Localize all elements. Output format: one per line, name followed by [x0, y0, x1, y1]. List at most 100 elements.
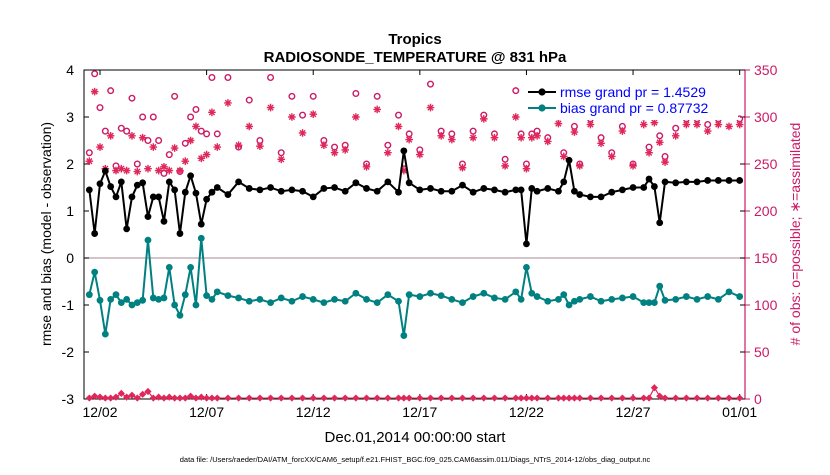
- rmse-point: [208, 188, 216, 196]
- x-tick-label: 12/27: [616, 404, 651, 420]
- rmse-point: [352, 179, 360, 187]
- obs-assimilated-point: [559, 152, 568, 161]
- legend-bias-marker: [538, 104, 546, 112]
- bias-point: [560, 291, 568, 299]
- obs-assimilated-point: [527, 133, 536, 142]
- bias-point: [512, 288, 520, 296]
- obs-rejected-point: [693, 394, 701, 402]
- rmse-point: [85, 186, 93, 194]
- bias-point: [571, 297, 578, 305]
- obs-rejected-point: [544, 394, 552, 402]
- bias-point: [256, 295, 264, 303]
- y-right-tick-label: 300: [754, 109, 778, 125]
- obs-assimilated-point: [106, 132, 115, 140]
- obs-assimilated-point: [133, 167, 142, 176]
- obs-rejected-point: [277, 394, 285, 402]
- obs-rejected-point: [522, 394, 531, 402]
- y-left-tick-label: -2: [62, 344, 75, 360]
- obs-possible-point: [213, 130, 221, 138]
- obs-rejected-point: [341, 394, 349, 402]
- bias-point: [91, 268, 99, 276]
- rmse-point: [437, 187, 445, 195]
- obs-rejected-point: [352, 394, 360, 402]
- obs-assimilated-point: [224, 99, 232, 107]
- bias-point: [704, 293, 712, 300]
- bias-point: [181, 291, 189, 299]
- obs-possible-point: [267, 74, 275, 82]
- obs-possible-point: [187, 113, 195, 121]
- obs-possible-point: [277, 149, 285, 157]
- obs-rejected-point: [554, 394, 563, 402]
- bias-point: [288, 297, 296, 305]
- bias-point: [645, 299, 653, 307]
- obs-assimilated-point: [90, 87, 99, 96]
- y-right-tick-label: 100: [754, 297, 778, 313]
- obs-assimilated-point: [703, 127, 712, 135]
- obs-assimilated-point: [288, 113, 296, 121]
- obs-assimilated-point: [122, 166, 131, 175]
- bias-point: [400, 332, 408, 339]
- rmse-point: [160, 217, 168, 225]
- obs-possible-point: [656, 132, 664, 140]
- obs-rejected-point: [234, 394, 243, 402]
- obs-assimilated-point: [277, 155, 286, 164]
- obs-possible-point: [384, 141, 392, 149]
- bias-point: [448, 295, 456, 303]
- rmse-point: [656, 219, 664, 227]
- obs-assimilated-point: [112, 166, 120, 175]
- rmse-point: [416, 186, 424, 194]
- rmse-point: [384, 178, 392, 186]
- x-tick-label: 12/12: [296, 404, 331, 420]
- bias-point: [618, 294, 626, 302]
- obs-assimilated-point: [490, 133, 499, 142]
- rmse-point: [565, 156, 573, 164]
- obs-rejected-point: [570, 394, 579, 402]
- bias-point: [128, 301, 136, 309]
- rmse-point: [618, 186, 626, 194]
- obs-assimilated-point: [170, 144, 179, 152]
- legend: rmse grand pr = 1.4529 bias grand pr = 0…: [525, 78, 738, 120]
- chart-title: Tropics: [388, 31, 441, 48]
- rmse-point: [533, 187, 541, 195]
- obs-rejected-point: [650, 384, 658, 392]
- obs-assimilated-point: [575, 162, 584, 170]
- obs-possible-point: [224, 74, 232, 82]
- obs-assimilated-point: [661, 158, 669, 166]
- rmse-point: [101, 167, 109, 175]
- bias-point: [395, 297, 402, 305]
- obs-rejected-point: [224, 394, 232, 402]
- rmse-point: [704, 177, 712, 184]
- obs-possible-point: [288, 92, 296, 100]
- obs-possible-point: [171, 92, 179, 100]
- obs-assimilated-point: [517, 133, 525, 142]
- obs-rejected-point: [517, 394, 525, 402]
- chart-subtitle: RADIOSONDE_TEMPERATURE @ 831 hPa: [264, 49, 567, 66]
- obs-rejected-point: [96, 393, 104, 401]
- bias-point: [427, 289, 434, 297]
- obs-assimilated-point: [341, 146, 350, 154]
- obs-rejected-point: [586, 394, 595, 402]
- bias-point: [469, 293, 477, 300]
- obs-assimilated-point: [149, 143, 158, 151]
- rmse-point: [571, 187, 578, 195]
- bias-point: [656, 282, 664, 290]
- obs-rejected-point: [165, 393, 173, 401]
- y-axis-label-right: # of obs: o=possible; ∗=assimilated: [787, 123, 803, 346]
- rmse-point: [661, 178, 669, 186]
- obs-assimilated-point: [725, 122, 733, 131]
- rmse-point: [320, 185, 328, 192]
- obs-assimilated-point: [330, 148, 339, 157]
- obs-possible-point: [373, 92, 381, 100]
- bias-point: [309, 295, 317, 303]
- bias-point: [133, 299, 141, 307]
- x-tick-label: 12/22: [509, 404, 544, 420]
- rmse-point: [187, 172, 195, 180]
- bias-point: [608, 295, 616, 303]
- x-tick-label: 12/02: [82, 404, 117, 420]
- y-left-tick-label: 4: [66, 62, 74, 78]
- obs-rejected-point: [203, 394, 211, 402]
- obs-possible-point: [245, 96, 253, 104]
- bias-line: [88, 238, 741, 336]
- obs-assimilated-point: [479, 115, 488, 123]
- rmse-point: [133, 181, 141, 189]
